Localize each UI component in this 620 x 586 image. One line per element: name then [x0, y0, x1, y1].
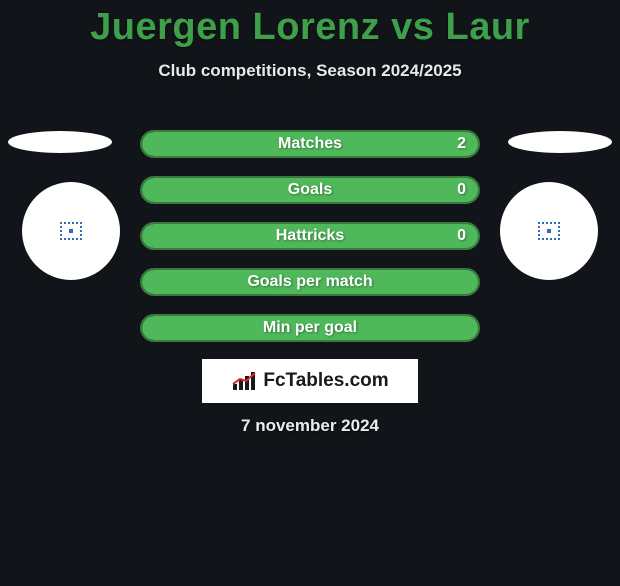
placeholder-image-icon: [538, 222, 560, 240]
team-ellipse-left: [6, 129, 114, 155]
stat-value-right: 0: [457, 178, 466, 202]
stat-row-hattricks: Hattricks 0: [140, 222, 480, 250]
stat-value-right: 0: [457, 224, 466, 248]
avatar-circle: [500, 182, 598, 280]
stat-label: Matches: [142, 132, 478, 156]
stat-label: Goals per match: [142, 270, 478, 294]
placeholder-image-icon: [60, 222, 82, 240]
stat-row-goals: Goals 0: [140, 176, 480, 204]
player-avatar-right: [500, 182, 598, 280]
team-ellipse-right: [506, 129, 614, 155]
stat-label: Min per goal: [142, 316, 478, 340]
signal-icon: [231, 370, 257, 392]
stat-label: Hattricks: [142, 224, 478, 248]
stat-row-goals-per-match: Goals per match: [140, 268, 480, 296]
date-line: 7 november 2024: [0, 416, 620, 436]
player-avatar-left: [22, 182, 120, 280]
stat-value-right: 2: [457, 132, 466, 156]
stat-label: Goals: [142, 178, 478, 202]
stat-row-matches: Matches 2: [140, 130, 480, 158]
subtitle: Club competitions, Season 2024/2025: [0, 61, 620, 81]
stat-row-min-per-goal: Min per goal: [140, 314, 480, 342]
stat-rows: Matches 2 Goals 0 Hattricks 0 Goals per …: [140, 130, 480, 360]
brand-text: FcTables.com: [263, 370, 388, 392]
page-title: Juergen Lorenz vs Laur: [0, 6, 620, 49]
avatar-circle: [22, 182, 120, 280]
brand-badge: FcTables.com: [202, 359, 418, 403]
